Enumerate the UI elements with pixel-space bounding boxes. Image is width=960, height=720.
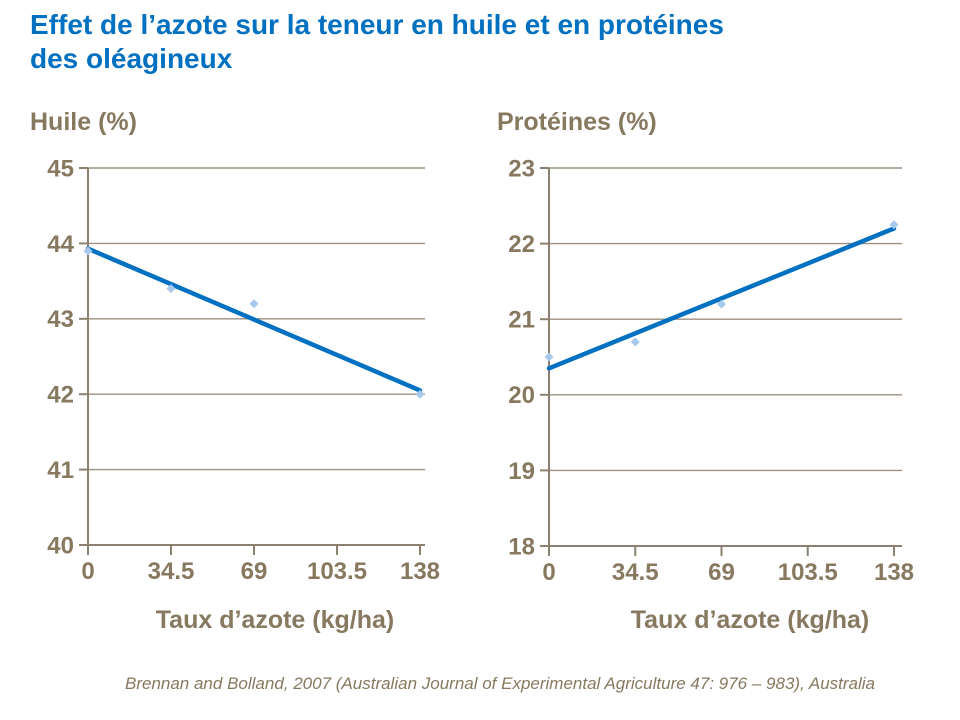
slide-title-line2: des oléagineux [30, 43, 233, 74]
data-point-marker [544, 352, 554, 362]
data-point-marker [83, 246, 93, 256]
x-tick-label: 103.5 [778, 559, 838, 586]
data-point-marker [249, 299, 259, 309]
x-tick-label: 138 [874, 559, 914, 586]
y-tick-label: 21 [508, 307, 535, 334]
data-point-marker [717, 299, 726, 309]
y-tick-label: 43 [47, 306, 74, 333]
y-tick-label: 20 [508, 382, 535, 409]
y-tick-label: 45 [47, 155, 74, 182]
huile-chart-plot: 45 44 43 42 41 40 0 34.5 69 103.5 138 [47, 155, 440, 585]
trend-line [546, 226, 897, 371]
source-citation: Brennan and Bolland, 2007 (Australian Jo… [124, 674, 876, 693]
data-point-marker [415, 389, 425, 399]
x-tick-label: 138 [400, 558, 440, 585]
data-point-marker [166, 284, 176, 294]
trend-line [85, 246, 423, 393]
y-tick-label: 41 [47, 457, 74, 484]
y-tick-label: 42 [47, 382, 74, 409]
y-tick-label: 18 [508, 533, 535, 560]
slide-title: Effet de l’azote sur la teneur en huile … [30, 8, 870, 76]
proteines-chart-plot: 23 22 21 20 19 18 0 34.5 69 103.5 138 [508, 155, 914, 586]
proteines-x-axis-title: Taux d’azote (kg/ha) [630, 606, 870, 634]
huile-x-axis-title: Taux d’azote (kg/ha) [155, 606, 395, 634]
x-tick-label: 34.5 [612, 559, 659, 586]
y-tick-label: 23 [508, 155, 535, 182]
x-tick-label: 103.5 [307, 558, 367, 585]
x-tick-label: 0 [81, 558, 94, 585]
y-tick-label: 44 [47, 231, 74, 258]
x-tick-label: 34.5 [148, 558, 195, 585]
x-tick-label: 69 [708, 559, 735, 586]
y-tick-label: 40 [47, 532, 74, 559]
data-point-marker [630, 337, 640, 347]
data-point-marker [889, 220, 899, 230]
y-tick-label: 19 [508, 458, 535, 485]
y-tick-label: 22 [508, 231, 535, 258]
x-tick-label: 69 [241, 558, 268, 585]
slide-title-line1: Effet de l’azote sur la teneur en huile … [30, 9, 724, 40]
proteines-chart-title: Protéines (%) [497, 108, 657, 136]
huile-chart-title: Huile (%) [30, 108, 137, 136]
x-tick-label: 0 [542, 559, 555, 586]
